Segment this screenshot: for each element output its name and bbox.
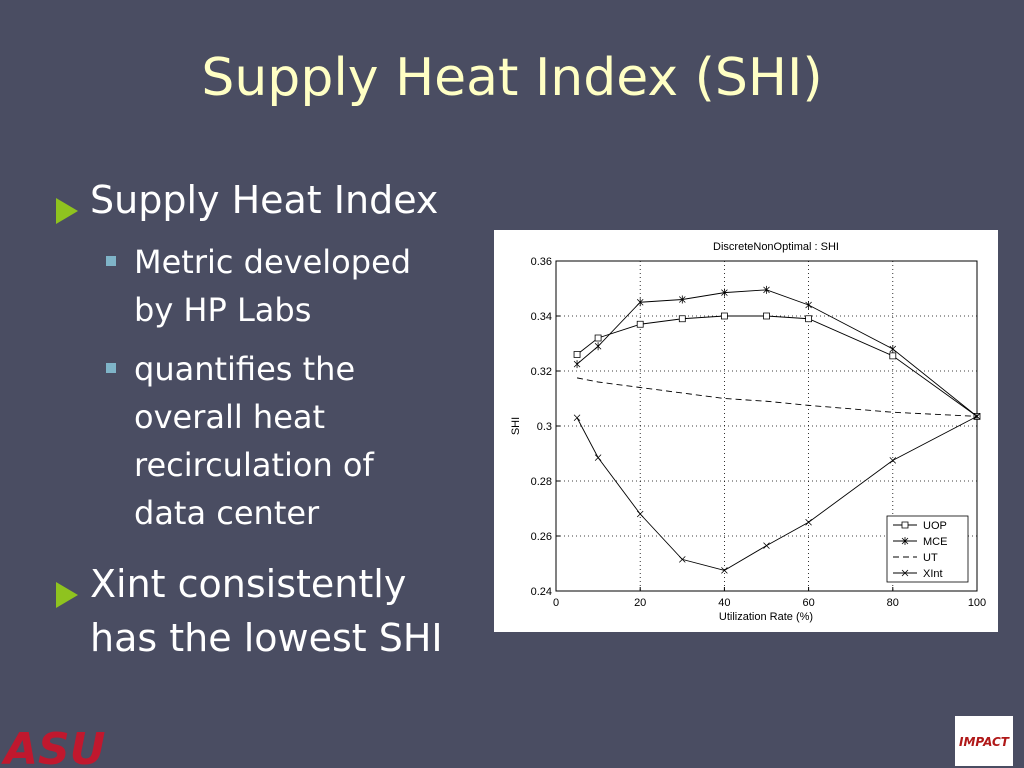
legend-label: XInt	[923, 568, 943, 580]
point-marker	[594, 454, 602, 461]
legend-marker	[901, 537, 909, 545]
point-marker	[721, 312, 728, 320]
x-tick-label: 0	[553, 597, 559, 609]
point-marker	[679, 556, 686, 563]
legend-label: UOP	[923, 520, 947, 532]
point-marker	[805, 301, 812, 309]
point-marker	[636, 320, 644, 328]
point-marker	[889, 345, 897, 353]
point-marker	[594, 334, 602, 342]
slide-title: Supply Heat Index (SHI)	[201, 48, 822, 108]
point-marker	[973, 413, 981, 420]
logo-left: ASU	[1, 724, 105, 768]
x-tick-label: 40	[718, 597, 730, 609]
sub-bullet-text: overall heat	[134, 398, 325, 436]
sub-bullet-marker	[106, 363, 116, 373]
legend-label: UT	[923, 552, 938, 564]
series-line	[576, 377, 978, 417]
point-marker	[889, 457, 897, 464]
point-marker	[889, 352, 897, 360]
point-marker	[763, 542, 770, 549]
point-marker	[678, 315, 686, 323]
x-axis-label: Utilization Rate (%)	[719, 611, 813, 623]
bullet-text: has the lowest SHI	[90, 616, 443, 660]
legend-marker	[901, 569, 909, 577]
y-tick-label: 0.28	[531, 476, 552, 488]
bullet-marker	[56, 198, 78, 224]
chart-title: DiscreteNonOptimal : SHI	[713, 241, 839, 253]
y-tick-label: 0.32	[531, 366, 552, 378]
y-tick-label: 0.24	[531, 586, 552, 598]
bullet-marker	[56, 582, 78, 608]
sub-bullet-text: data center	[134, 494, 320, 532]
legend-marker	[901, 521, 909, 529]
point-marker	[763, 312, 770, 320]
point-marker	[594, 342, 602, 351]
y-tick-label: 0.34	[531, 311, 552, 323]
sub-bullet-marker	[106, 256, 116, 266]
y-tick-label: 0.26	[531, 531, 552, 543]
point-marker	[636, 298, 644, 307]
sub-bullet-text: recirculation of	[134, 446, 375, 484]
point-marker	[679, 295, 686, 304]
x-tick-label: 100	[968, 597, 986, 609]
point-marker	[573, 351, 581, 358]
sub-bullet-text: Metric developed	[134, 243, 411, 281]
point-marker	[636, 510, 644, 518]
legend-label: MCE	[923, 536, 947, 548]
legend-box	[886, 515, 969, 583]
bullets: Supply Heat Index Metric developed by HP L…	[56, 178, 443, 660]
bullet-text: Supply Heat Index	[90, 178, 438, 222]
point-marker	[573, 360, 581, 369]
x-tick-label: 60	[802, 597, 814, 609]
y-axis-label: SHI	[510, 417, 522, 435]
x-tick-label: 20	[634, 597, 646, 609]
plot-frame	[555, 260, 978, 592]
logo-right: IMPACT	[959, 735, 1010, 749]
sub-bullet-text: quantifies the	[134, 350, 355, 388]
point-marker	[763, 285, 770, 294]
chart: DiscreteNonOptimal : SHI Utilization Rat…	[494, 230, 998, 632]
bullet-text: Xint consistently	[90, 562, 406, 606]
point-marker	[805, 315, 812, 323]
point-marker	[805, 518, 812, 526]
y-tick-label: 0.36	[531, 256, 552, 268]
logo-right-box	[955, 716, 1013, 766]
point-marker	[721, 288, 728, 297]
point-marker	[573, 414, 581, 422]
y-tick-label: 0.3	[537, 421, 552, 433]
sub-bullet-text: by HP Labs	[134, 291, 311, 329]
point-marker	[721, 567, 728, 574]
x-tick-label: 80	[887, 597, 899, 609]
